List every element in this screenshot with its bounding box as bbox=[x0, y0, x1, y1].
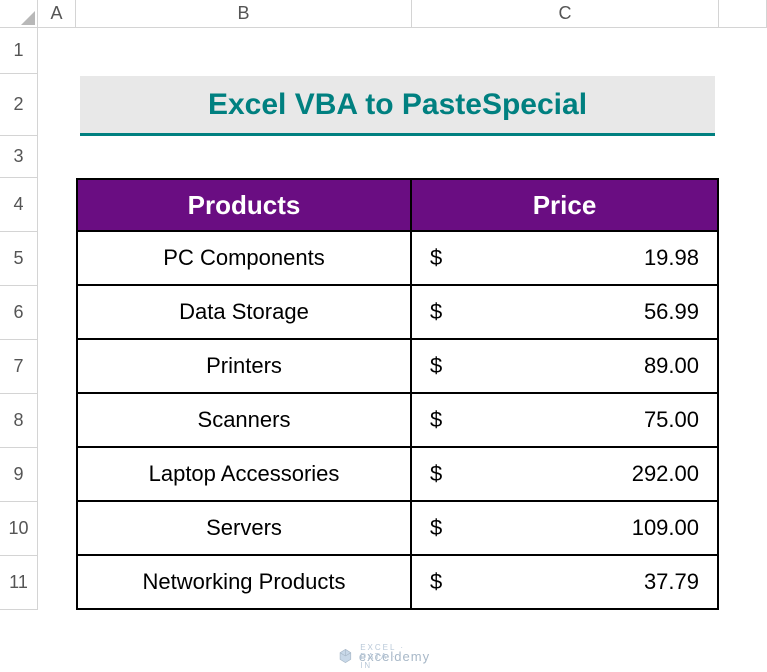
currency-symbol: $ bbox=[430, 353, 442, 379]
table-header-products[interactable]: Products bbox=[76, 178, 412, 232]
table-row[interactable]: $ 75.00 bbox=[412, 394, 719, 448]
price-value: 75.00 bbox=[644, 407, 699, 433]
table-row[interactable]: $ 37.79 bbox=[412, 556, 719, 610]
title-cell[interactable]: Excel VBA to PasteSpecial bbox=[80, 76, 715, 136]
price-value: 109.00 bbox=[632, 515, 699, 541]
table-row[interactable]: $ 292.00 bbox=[412, 448, 719, 502]
price-value: 89.00 bbox=[644, 353, 699, 379]
row-header-6[interactable]: 6 bbox=[0, 286, 38, 340]
row-header-4[interactable]: 4 bbox=[0, 178, 38, 232]
table-row[interactable]: $ 89.00 bbox=[412, 340, 719, 394]
price-value: 56.99 bbox=[644, 299, 699, 325]
currency-symbol: $ bbox=[430, 407, 442, 433]
table-row[interactable]: Laptop Accessories bbox=[76, 448, 412, 502]
row-header-5[interactable]: 5 bbox=[0, 232, 38, 286]
price-value: 292.00 bbox=[632, 461, 699, 487]
row-header-9[interactable]: 9 bbox=[0, 448, 38, 502]
currency-symbol: $ bbox=[430, 515, 442, 541]
watermark: exceldemy EXCEL · DATA · IN bbox=[337, 648, 430, 664]
table-row[interactable]: Data Storage bbox=[76, 286, 412, 340]
row-header-11[interactable]: 11 bbox=[0, 556, 38, 610]
table-header-price[interactable]: Price bbox=[412, 178, 719, 232]
table-row[interactable]: Scanners bbox=[76, 394, 412, 448]
currency-symbol: $ bbox=[430, 299, 442, 325]
table-row[interactable]: $ 19.98 bbox=[412, 232, 719, 286]
cube-icon bbox=[337, 648, 353, 664]
price-value: 37.79 bbox=[644, 569, 699, 595]
watermark-tagline: EXCEL · DATA · IN bbox=[360, 643, 407, 670]
table-row[interactable]: Servers bbox=[76, 502, 412, 556]
col-header-next[interactable] bbox=[719, 0, 767, 28]
row-header-2[interactable]: 2 bbox=[0, 74, 38, 136]
price-value: 19.98 bbox=[644, 245, 699, 271]
row-header-8[interactable]: 8 bbox=[0, 394, 38, 448]
currency-symbol: $ bbox=[430, 569, 442, 595]
table-row[interactable]: Networking Products bbox=[76, 556, 412, 610]
col-header-C[interactable]: C bbox=[412, 0, 719, 28]
row-header-1[interactable]: 1 bbox=[0, 28, 38, 74]
row-header-7[interactable]: 7 bbox=[0, 340, 38, 394]
table-row[interactable]: $ 56.99 bbox=[412, 286, 719, 340]
table-row[interactable]: PC Components bbox=[76, 232, 412, 286]
table-row[interactable]: $ 109.00 bbox=[412, 502, 719, 556]
col-header-A[interactable]: A bbox=[38, 0, 76, 28]
row-header-3[interactable]: 3 bbox=[0, 136, 38, 178]
select-all-corner[interactable] bbox=[0, 0, 38, 28]
currency-symbol: $ bbox=[430, 245, 442, 271]
table-row[interactable]: Printers bbox=[76, 340, 412, 394]
spreadsheet-grid: A B C 1 2 3 4 5 6 7 8 9 10 11 Excel VBA … bbox=[0, 0, 767, 672]
currency-symbol: $ bbox=[430, 461, 442, 487]
col-header-B[interactable]: B bbox=[76, 0, 412, 28]
row-header-10[interactable]: 10 bbox=[0, 502, 38, 556]
